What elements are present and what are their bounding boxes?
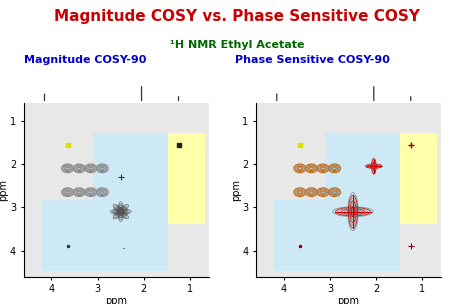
Bar <box>93 133 168 200</box>
Bar <box>325 133 400 200</box>
Y-axis label: ppm: ppm <box>231 179 241 201</box>
Bar <box>274 200 400 271</box>
X-axis label: ppm: ppm <box>337 296 359 304</box>
Bar <box>349 133 437 224</box>
X-axis label: ppm: ppm <box>105 296 127 304</box>
Text: Phase Sensitive COSY-90: Phase Sensitive COSY-90 <box>236 55 390 65</box>
Text: Magnitude COSY vs. Phase Sensitive COSY: Magnitude COSY vs. Phase Sensitive COSY <box>54 9 420 24</box>
Bar <box>117 133 205 224</box>
Bar <box>42 200 168 271</box>
Text: ..: .. <box>121 244 125 250</box>
Text: Magnitude COSY-90: Magnitude COSY-90 <box>24 55 146 65</box>
Y-axis label: ppm: ppm <box>0 179 9 201</box>
Text: ¹H NMR Ethyl Acetate: ¹H NMR Ethyl Acetate <box>170 40 304 50</box>
